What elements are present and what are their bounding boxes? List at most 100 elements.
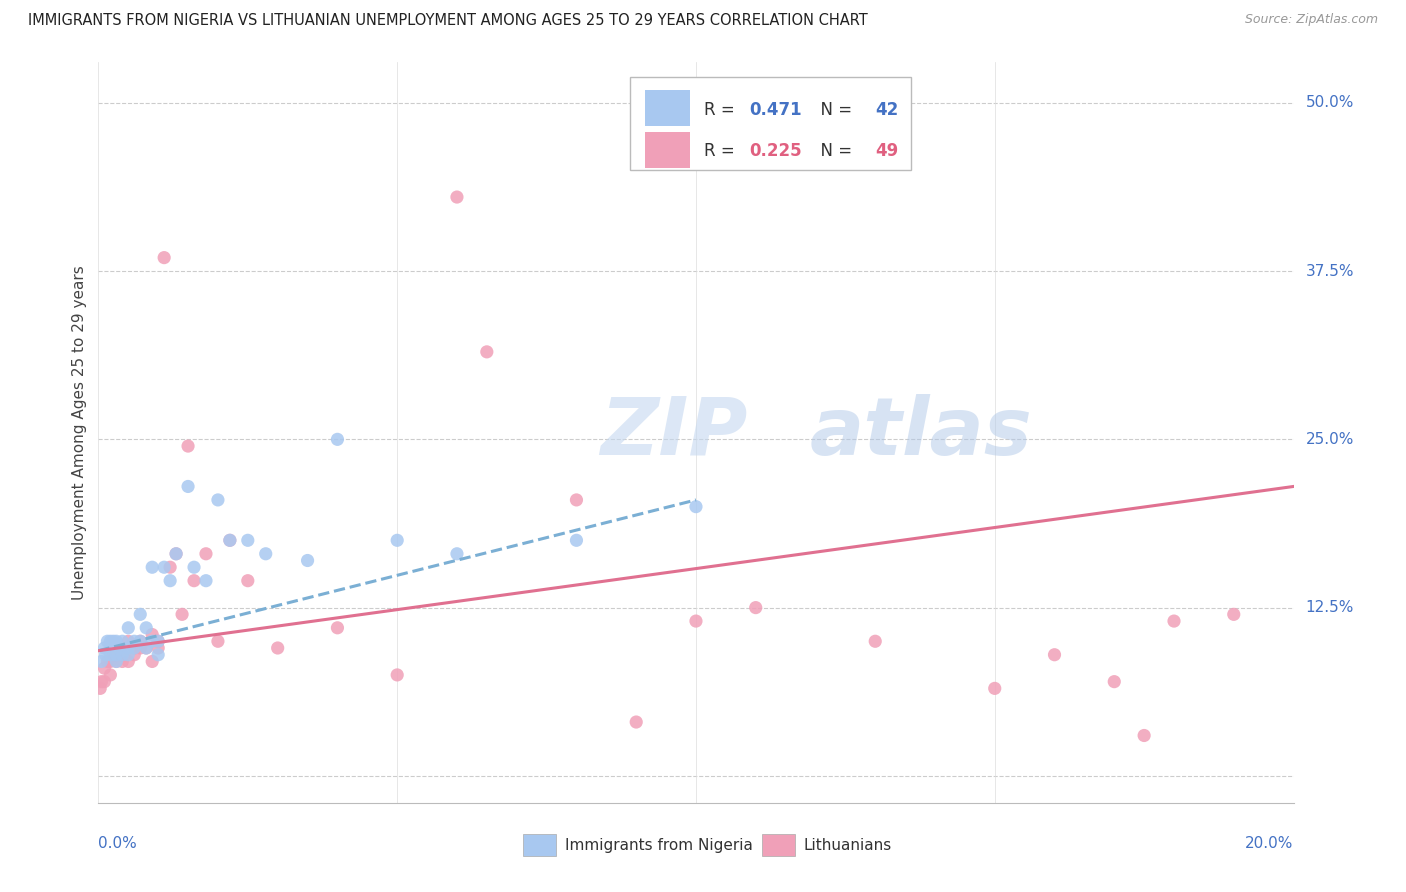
FancyBboxPatch shape: [644, 132, 690, 168]
Point: [105, 634, 128, 648]
Point: [1163, 614, 1185, 628]
Point: [90, 674, 112, 689]
Text: 0.0%: 0.0%: [98, 837, 138, 852]
Text: 49: 49: [876, 143, 898, 161]
Text: 50.0%: 50.0%: [1306, 95, 1354, 111]
Point: [117, 634, 139, 648]
Point: [117, 648, 139, 662]
FancyBboxPatch shape: [523, 834, 557, 856]
Point: [1043, 648, 1066, 662]
Point: [148, 634, 170, 648]
Point: [103, 634, 125, 648]
Point: [117, 621, 139, 635]
Point: [172, 607, 194, 622]
Point: [111, 648, 134, 662]
Point: [207, 492, 229, 507]
Point: [475, 344, 498, 359]
Point: [98, 634, 122, 648]
Point: [183, 560, 205, 574]
Text: 0.225: 0.225: [749, 143, 803, 161]
Point: [98, 648, 122, 662]
Point: [105, 648, 128, 662]
Point: [124, 634, 146, 648]
Point: [219, 533, 242, 548]
Text: R =: R =: [704, 143, 741, 161]
Point: [565, 492, 588, 507]
Text: 42: 42: [876, 101, 898, 119]
Point: [135, 640, 157, 655]
Text: 0.471: 0.471: [749, 101, 803, 119]
Point: [385, 668, 409, 682]
Point: [326, 621, 349, 635]
Point: [183, 574, 205, 588]
Point: [124, 640, 146, 655]
Point: [207, 634, 229, 648]
Point: [89, 681, 111, 696]
Text: R =: R =: [704, 101, 741, 119]
Point: [1133, 729, 1156, 743]
Point: [94, 648, 117, 662]
Text: Immigrants from Nigeria: Immigrants from Nigeria: [565, 838, 752, 853]
Point: [236, 574, 259, 588]
Point: [195, 574, 218, 588]
Text: 20.0%: 20.0%: [1246, 837, 1294, 852]
Point: [865, 634, 887, 648]
Point: [129, 640, 152, 655]
Point: [165, 547, 187, 561]
Point: [297, 553, 319, 567]
Point: [141, 655, 163, 669]
Point: [984, 681, 1007, 696]
Point: [1104, 674, 1126, 689]
Point: [117, 655, 139, 669]
FancyBboxPatch shape: [644, 90, 690, 126]
Text: 37.5%: 37.5%: [1306, 264, 1354, 278]
Point: [165, 547, 187, 561]
Point: [129, 607, 152, 622]
Text: 25.0%: 25.0%: [1306, 432, 1354, 447]
Point: [385, 533, 409, 548]
Point: [236, 533, 259, 548]
Y-axis label: Unemployment Among Ages 25 to 29 years: Unemployment Among Ages 25 to 29 years: [72, 265, 87, 600]
Point: [219, 533, 242, 548]
Point: [93, 661, 115, 675]
Point: [685, 500, 707, 514]
Point: [111, 648, 134, 662]
Point: [96, 634, 118, 648]
Text: atlas: atlas: [810, 393, 1032, 472]
Text: ZIP: ZIP: [600, 393, 748, 472]
Text: Source: ZipAtlas.com: Source: ZipAtlas.com: [1244, 13, 1378, 27]
Text: IMMIGRANTS FROM NIGERIA VS LITHUANIAN UNEMPLOYMENT AMONG AGES 25 TO 29 YEARS COR: IMMIGRANTS FROM NIGERIA VS LITHUANIAN UN…: [28, 13, 868, 29]
Point: [177, 479, 200, 493]
Point: [108, 640, 131, 655]
Text: N =: N =: [810, 101, 856, 119]
Point: [195, 547, 218, 561]
Point: [267, 640, 290, 655]
Point: [1223, 607, 1246, 622]
Point: [90, 655, 112, 669]
Point: [135, 621, 157, 635]
Text: 12.5%: 12.5%: [1306, 600, 1354, 615]
Point: [685, 614, 707, 628]
Point: [93, 640, 115, 655]
Point: [124, 648, 146, 662]
Point: [135, 640, 157, 655]
Point: [446, 190, 468, 204]
Point: [565, 533, 588, 548]
Point: [254, 547, 277, 561]
Point: [177, 439, 200, 453]
Point: [105, 648, 128, 662]
Point: [103, 648, 125, 662]
Point: [124, 640, 146, 655]
Point: [111, 634, 134, 648]
Point: [446, 547, 468, 561]
FancyBboxPatch shape: [762, 834, 796, 856]
Point: [153, 560, 176, 574]
Point: [159, 574, 181, 588]
Point: [626, 714, 648, 729]
Point: [148, 640, 170, 655]
Text: N =: N =: [810, 143, 856, 161]
Point: [129, 634, 152, 648]
Point: [98, 655, 122, 669]
Point: [141, 627, 163, 641]
Point: [141, 560, 163, 574]
